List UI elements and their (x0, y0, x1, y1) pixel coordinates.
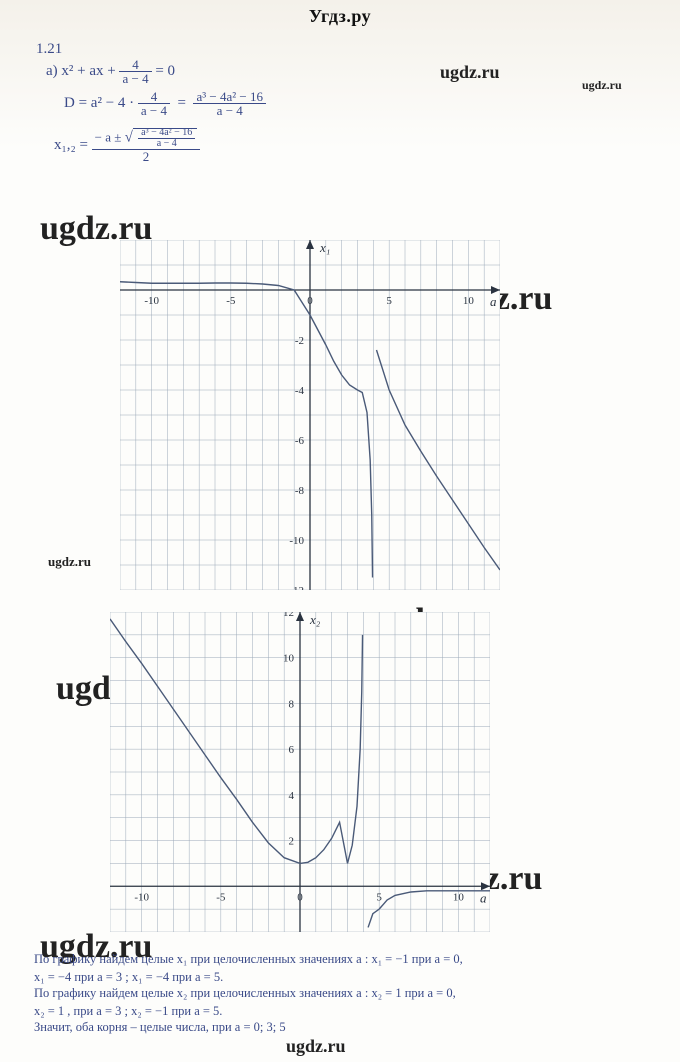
svg-text:-12: -12 (289, 585, 304, 590)
svg-text:0: 0 (307, 295, 313, 307)
svg-text:x₂: x₂ (309, 612, 321, 627)
watermark: ugdz.ru (286, 1036, 346, 1057)
svg-text:12: 12 (283, 612, 294, 619)
watermark: ugdz.ru (582, 78, 622, 93)
svg-text:-10: -10 (289, 535, 304, 547)
equation-d: D = a² − 4 · 4 a − 4 = a³ − 4a² − 16 a −… (64, 90, 266, 117)
svg-text:a: a (480, 890, 487, 905)
svg-text:10: 10 (463, 295, 475, 307)
watermark: ugdz.ru (440, 62, 500, 83)
svg-text:-6: -6 (295, 435, 305, 447)
conclusion-line-5: Значит, оба корня – целые числа, при a =… (34, 1020, 286, 1036)
svg-text:a: a (490, 294, 497, 309)
eq-a-tail: = 0 (155, 63, 175, 79)
svg-text:-5: -5 (216, 891, 226, 903)
watermark: ugdz.ru (48, 554, 91, 570)
svg-text:5: 5 (386, 295, 392, 307)
svg-text:5: 5 (376, 891, 382, 903)
eq-d-eq: = (178, 95, 186, 111)
problem-number: 1.21 (36, 40, 62, 59)
conclusion-line-2: x₁ = −4 при a = 3 ; x₁ = −4 при a = 5. (34, 970, 223, 986)
svg-text:6: 6 (289, 744, 295, 756)
page-title: Угдз.ру (0, 6, 680, 27)
eq-d-lead: D = a² − 4 · (64, 95, 134, 111)
svg-text:-2: -2 (295, 335, 304, 347)
conclusion-line-1: По графику найдем целые x₁ при целочисле… (34, 952, 463, 968)
conclusion-line-4: x₂ = 1 , при a = 3 ; x₂ = −1 при a = 5. (34, 1004, 222, 1020)
eq-x-lead: x₁,₂ = (54, 137, 88, 153)
svg-text:-4: -4 (295, 385, 305, 397)
svg-text:2: 2 (289, 836, 295, 848)
eq-x-bigfrac: − a ± √ a³ − 4a² − 16 a − 4 2 (92, 128, 201, 163)
chart-x1: -10 -5 0 5 10 -2 -4 -6 -8 -10 -12 x₁ a (120, 240, 500, 590)
svg-text:10: 10 (283, 653, 295, 665)
svg-text:8: 8 (289, 698, 295, 710)
svg-text:10: 10 (453, 891, 465, 903)
svg-text:-8: -8 (295, 485, 305, 497)
equation-a: а) x² + ax + 4 a − 4 = 0 (46, 58, 175, 85)
svg-text:4: 4 (289, 790, 295, 802)
eq-d-frac2: a³ − 4a² − 16 a − 4 (193, 90, 266, 117)
conclusion-line-3: По графику найдем целые x₂ при целочисле… (34, 986, 456, 1002)
svg-text:-10: -10 (144, 295, 159, 307)
eq-d-frac1: 4 a − 4 (138, 90, 170, 117)
svg-text:-10: -10 (134, 891, 149, 903)
eq-a-frac: 4 a − 4 (119, 58, 151, 85)
svg-text:0: 0 (297, 891, 303, 903)
svg-text:-5: -5 (226, 295, 236, 307)
svg-text:x₁: x₁ (319, 240, 330, 255)
equation-x: x₁,₂ = − a ± √ a³ − 4a² − 16 a − 4 2 (54, 128, 200, 163)
chart-x2: -10 -5 0 5 10 2 4 6 8 10 12 x₂ a (110, 612, 490, 932)
eq-a-lead: а) x² + ax + (46, 63, 116, 79)
